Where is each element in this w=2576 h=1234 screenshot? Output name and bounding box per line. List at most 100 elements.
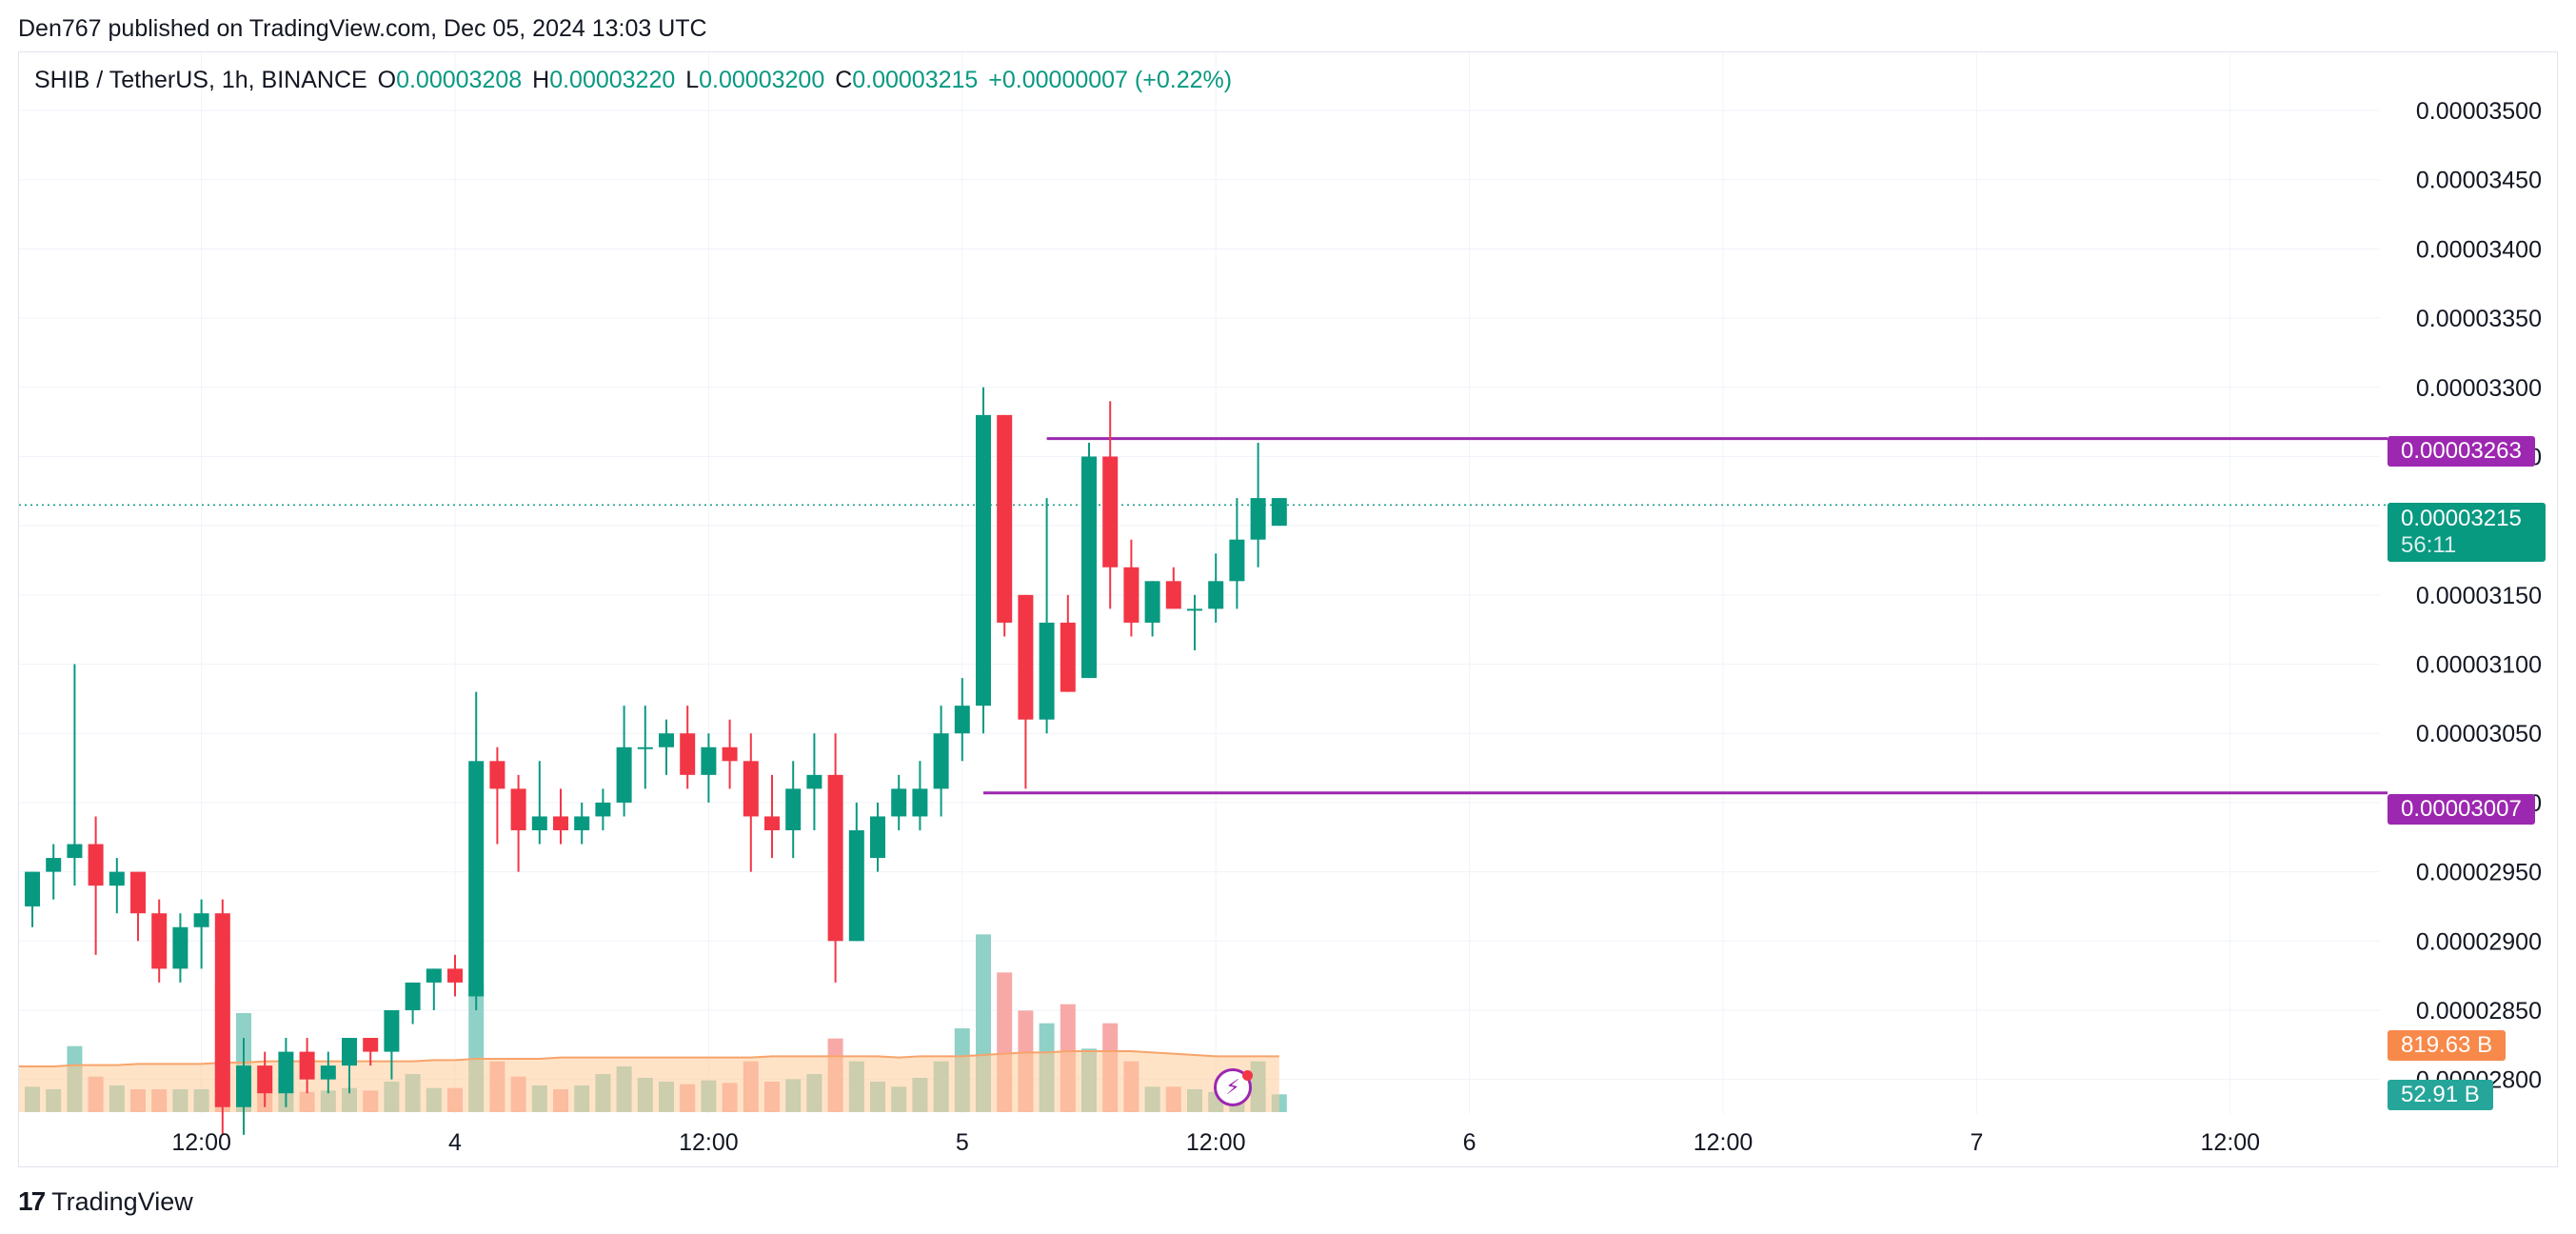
candle-body (870, 816, 885, 859)
candle-body (1208, 581, 1224, 609)
price-tick-label: 0.00003150 (2416, 583, 2542, 609)
time-tick-label: 4 (448, 1129, 462, 1156)
candle-body (1102, 456, 1119, 567)
price-tick-label: 0.00003450 (2416, 168, 2542, 194)
time-axis: 12:00 4 12:00 5 12:00 6 12:00 7 12:00 (171, 1129, 2260, 1156)
price-tick-label: 0.00003500 (2416, 98, 2542, 125)
candle-body (447, 968, 463, 983)
candle-body (1018, 594, 1034, 720)
volume-ma-line (19, 1050, 1279, 1067)
candle-body (384, 1009, 400, 1052)
candle-body (595, 802, 611, 817)
candle-body (25, 871, 40, 906)
time-tick-label: 12:00 (2201, 1129, 2261, 1156)
candle-body (997, 414, 1013, 623)
candle-body (976, 414, 991, 707)
open-value: 0.00003208 (396, 67, 523, 93)
brand-name: TradingView (51, 1186, 193, 1216)
last-price-value: 0.00003215 (2401, 506, 2522, 531)
volume-ma-area (19, 1050, 1279, 1112)
candle-body (1229, 539, 1245, 582)
notification-dot (1242, 1070, 1253, 1081)
candle-body (637, 746, 653, 749)
candle-body (342, 1038, 357, 1066)
price-tick-label: 0.00002850 (2416, 998, 2542, 1025)
candle-body (109, 871, 125, 886)
volume-ma-badge: 819.63 B (2388, 1030, 2507, 1061)
close-value: 0.00003215 (852, 67, 979, 93)
volume-ma-fill (19, 1051, 1279, 1112)
candles (25, 387, 1287, 1135)
candle-body (1165, 581, 1181, 609)
time-tick-label: 12:00 (679, 1129, 739, 1156)
price-tick-label: 0.00003300 (2416, 375, 2542, 402)
candle-body (257, 1065, 273, 1094)
candle-body (701, 746, 717, 775)
candle-body (806, 774, 822, 789)
candle-body (1123, 567, 1139, 623)
candle-body (722, 746, 738, 762)
low-value: 0.00003200 (699, 67, 825, 93)
time-tick-label: 12:00 (1186, 1129, 1246, 1156)
footer-brand[interactable]: 17 TradingView (18, 1186, 193, 1217)
price-tick-label: 0.00002950 (2416, 860, 2542, 886)
candle-body (278, 1051, 294, 1094)
candle-body (743, 761, 759, 817)
candle-body (151, 913, 168, 969)
resistance-price-badge: 0.00003263 (2388, 436, 2535, 467)
candle-body (214, 913, 230, 1107)
candle-body (680, 733, 696, 775)
candle-body (1187, 608, 1202, 611)
candle-body (785, 788, 802, 830)
candle-body (848, 829, 864, 942)
candle-body (46, 858, 62, 872)
candle-body (531, 816, 547, 830)
candle-body (574, 816, 590, 830)
candle-body (510, 788, 526, 830)
candle-body (320, 1065, 336, 1080)
candle-body (1250, 498, 1266, 540)
support-price-badge: 0.00003007 (2388, 794, 2535, 825)
low-label: L (685, 67, 700, 93)
time-tick-label: 7 (1970, 1129, 1983, 1156)
price-tick-label: 0.00003100 (2416, 652, 2542, 679)
candle-body (764, 816, 780, 830)
bar-countdown: 56:11 (2401, 532, 2457, 558)
price-axis: 0.00003500 0.00003450 0.00003400 0.00003350… (2416, 98, 2542, 1094)
candle-body (616, 746, 632, 803)
time-tick-label: 12:00 (171, 1129, 231, 1156)
time-tick-label: 5 (956, 1129, 969, 1156)
candle-body (954, 706, 970, 734)
last-price-badge: 0.00003215 56:11 (2388, 503, 2546, 562)
high-label: H (532, 67, 550, 93)
time-tick-label: 6 (1463, 1129, 1476, 1156)
candle-body (67, 844, 83, 859)
symbol-legend: SHIB / TetherUS, 1h, BINANCE O0.00003208… (34, 67, 1236, 94)
candle-body (1039, 622, 1055, 720)
candle-body (468, 761, 485, 997)
price-tick-label: 0.00003350 (2416, 306, 2542, 332)
chart-frame[interactable] (18, 51, 2558, 1167)
grid-lines (19, 52, 2380, 1114)
candle-body (426, 968, 442, 983)
candle-body (489, 761, 505, 789)
candle-body (236, 1065, 251, 1107)
candle-body (299, 1051, 315, 1080)
high-value: 0.00003220 (549, 67, 676, 93)
volume-badge: 52.91 B (2388, 1080, 2493, 1110)
candle-body (405, 982, 421, 1010)
candle-body (659, 733, 674, 747)
candle-body (363, 1038, 379, 1052)
candle-body (1060, 622, 1076, 692)
symbol-name: SHIB / TetherUS, 1h, BINANCE (34, 67, 367, 93)
candle-body (1144, 581, 1160, 623)
change-value: +0.00000007 (+0.22%) (988, 67, 1233, 93)
candle-body (827, 774, 843, 942)
price-tick-label: 0.00002900 (2416, 928, 2542, 955)
price-tick-label: 0.00003400 (2416, 236, 2542, 263)
open-label: O (377, 67, 397, 93)
candle-body (172, 926, 188, 969)
candle-body (912, 788, 928, 817)
candle-body (1271, 498, 1287, 527)
